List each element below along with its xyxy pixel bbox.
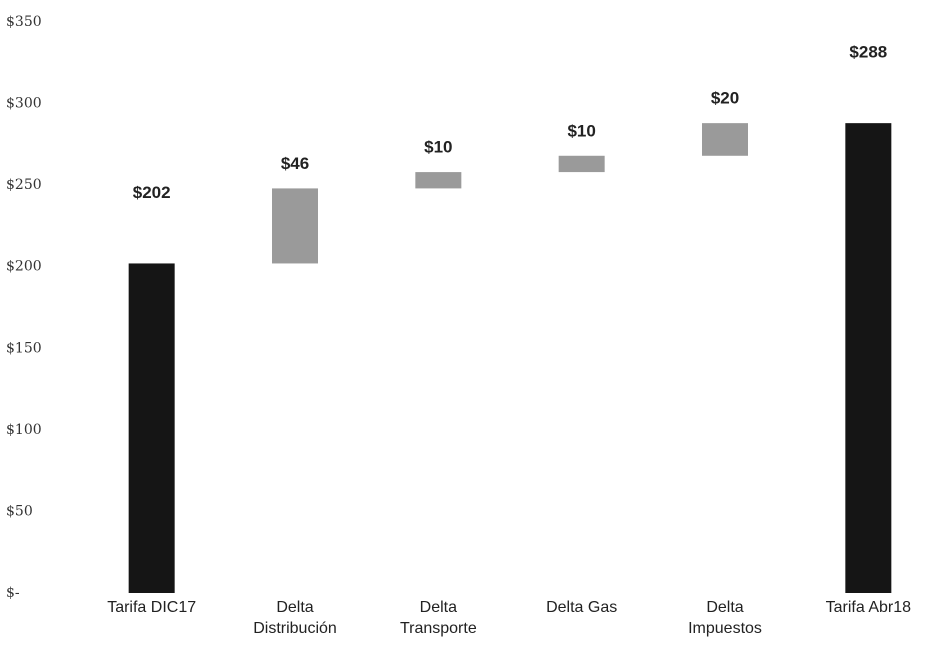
- value-label: $10: [567, 121, 595, 140]
- x-tick-label: Delta Transporte: [399, 599, 477, 637]
- y-tick-label: $150: [6, 340, 42, 356]
- x-tick-label: Tarifa DIC17: [107, 599, 197, 616]
- delta-bar: [702, 123, 748, 156]
- delta-bar: [558, 155, 605, 173]
- delta-bar: [415, 172, 462, 189]
- value-label: $20: [711, 89, 739, 108]
- value-label: $10: [424, 138, 452, 157]
- y-tick-label: $100: [6, 422, 42, 438]
- x-tick-label: Tarifa Abr18: [825, 599, 912, 616]
- value-label: $202: [133, 183, 171, 202]
- y-tick-label: $250: [6, 177, 42, 193]
- total-bar: [845, 123, 892, 594]
- y-tick-label: $-: [6, 585, 20, 601]
- value-label: $288: [849, 43, 887, 62]
- y-tick-label: $50: [6, 503, 33, 519]
- total-bar: [128, 263, 175, 593]
- y-tick-label: $300: [6, 96, 42, 112]
- value-label: $46: [281, 154, 309, 173]
- y-tick-label: $200: [6, 259, 42, 275]
- y-tick-label: $350: [6, 14, 42, 30]
- x-tick-label: Delta Impuestos: [688, 599, 762, 637]
- x-tick-label: Delta Gas: [546, 599, 618, 616]
- x-tick-label: Delta Distribución: [253, 599, 337, 637]
- delta-bar: [272, 188, 318, 264]
